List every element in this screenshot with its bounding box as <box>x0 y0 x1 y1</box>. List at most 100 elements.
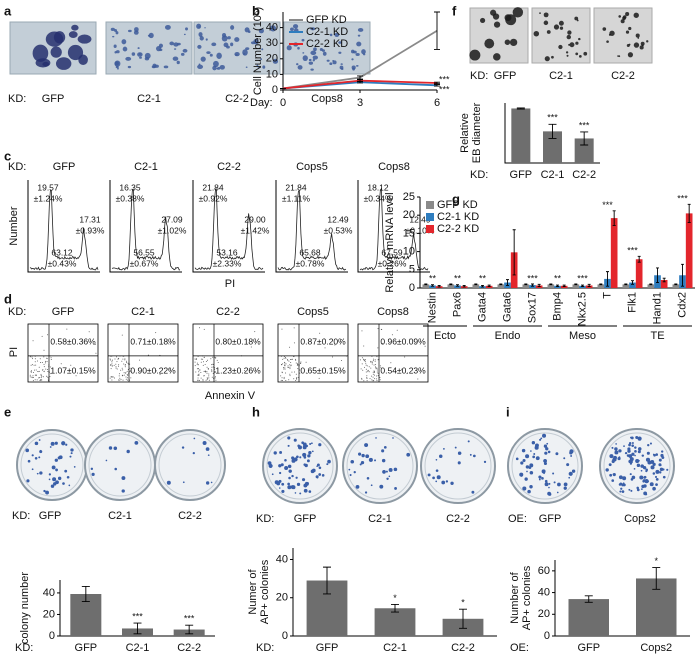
embryoid-body <box>504 39 511 45</box>
scatter-dot <box>215 356 217 358</box>
colony <box>624 451 628 455</box>
colony <box>535 456 540 461</box>
colony <box>217 66 221 70</box>
axis <box>192 180 265 273</box>
colony <box>90 467 94 471</box>
colony <box>302 452 307 457</box>
scatter-dot <box>202 358 204 360</box>
significance: *** <box>627 246 638 256</box>
colony <box>655 483 658 486</box>
quadrant-label: 0.87±0.20% <box>300 336 346 346</box>
scatter-dot <box>88 331 90 333</box>
colony <box>55 468 58 472</box>
scatter-dot <box>114 358 116 360</box>
colony <box>278 464 282 468</box>
colony <box>645 468 649 472</box>
embryoid-body <box>484 38 495 49</box>
embryoid-body <box>546 30 551 34</box>
x-tick-label: 6 <box>434 97 440 109</box>
error-bar <box>431 284 434 287</box>
scatter-dot <box>379 377 381 379</box>
embryoid-body <box>505 14 517 26</box>
y-tick-label: 40 <box>266 22 278 34</box>
colony <box>635 458 640 464</box>
scatter-dot <box>280 375 282 377</box>
colony <box>361 49 366 55</box>
colony <box>152 63 157 68</box>
colony <box>326 463 329 466</box>
embryoid-body <box>626 43 630 48</box>
legend-swatch <box>426 201 434 209</box>
colony <box>288 476 291 480</box>
scatter-dot <box>45 368 47 370</box>
scatter-dot <box>372 376 374 378</box>
colony <box>256 64 259 67</box>
embryoid-body <box>533 30 540 37</box>
scatter-dot <box>324 338 326 340</box>
scatter-dot <box>376 371 378 373</box>
colony <box>180 52 185 56</box>
scatter-dot <box>109 377 111 379</box>
dish <box>420 428 496 504</box>
y-tick-label: 10 <box>403 246 415 258</box>
scatter-dot <box>283 376 285 378</box>
colony <box>556 491 559 494</box>
scatter-dot <box>288 360 290 362</box>
scatter-dot <box>331 356 333 358</box>
histogram <box>111 188 181 271</box>
colony <box>520 461 524 465</box>
colony <box>114 51 117 54</box>
scatter-dot <box>126 370 128 372</box>
embryoid-body <box>628 26 632 31</box>
peak-label: ±0.26% <box>378 258 407 268</box>
scatter-dot <box>169 368 171 370</box>
quadrant-label: 0.54±0.23% <box>380 365 426 375</box>
scatter-dot <box>293 342 295 344</box>
scatter-dot <box>127 369 129 371</box>
y-tick-label: 0 <box>282 630 288 642</box>
scatter-dot <box>306 372 308 374</box>
scatter-dot <box>340 359 342 361</box>
error-bar <box>462 285 466 288</box>
scatter-dot <box>211 366 213 368</box>
embryoid-body <box>625 12 630 17</box>
scatter-dot <box>371 363 373 365</box>
scatter-dot <box>361 377 363 379</box>
colony <box>326 59 330 62</box>
colony <box>115 50 120 54</box>
scatter-dot <box>31 358 33 360</box>
scatter-dot <box>369 378 371 380</box>
legend-swatch <box>426 225 434 233</box>
error-bar <box>580 131 589 146</box>
colony <box>164 24 171 30</box>
scatter-dot <box>119 377 121 379</box>
scatter-dot <box>211 369 213 371</box>
scatter-dot <box>206 379 208 381</box>
colony <box>544 479 548 483</box>
scatter-dot <box>287 367 289 369</box>
error-bar <box>656 267 659 283</box>
scatter-dot <box>205 371 207 373</box>
scatter-dot <box>366 377 368 379</box>
colony <box>110 27 115 32</box>
scatter-dot <box>373 370 375 372</box>
colony <box>245 47 250 51</box>
scatter-dot <box>300 363 302 365</box>
scatter-dot <box>118 373 120 375</box>
scatter-dot <box>205 379 207 381</box>
colony <box>34 457 38 460</box>
quadrant-label: 0.71±0.18% <box>130 336 176 346</box>
scatter-dot <box>208 375 210 377</box>
embryoid-body <box>569 42 575 48</box>
scatter-dot <box>212 366 214 368</box>
colony <box>427 473 431 477</box>
colony <box>291 456 295 460</box>
colony <box>310 27 316 31</box>
colony <box>210 481 213 484</box>
scatter-dot <box>110 368 112 370</box>
colony <box>172 56 179 61</box>
colony <box>291 474 294 478</box>
scatter-dot <box>295 377 297 379</box>
colony <box>125 56 132 61</box>
scatter-dot <box>38 377 40 379</box>
